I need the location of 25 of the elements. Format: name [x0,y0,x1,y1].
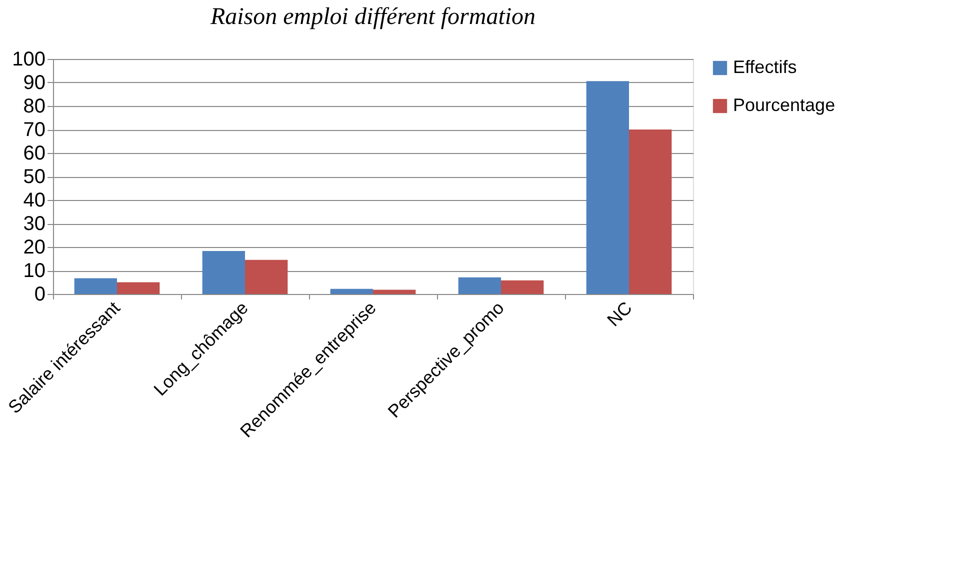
y-tick-label: 50 [23,166,46,188]
bar [586,81,629,294]
y-tick-label: 0 [34,284,46,306]
chart-title: Raison emploi différent formation [209,4,536,30]
x-tick-label: NC [603,298,636,330]
bar [74,278,117,294]
y-tick-label: 40 [23,190,46,212]
legend-label: Pourcentage [733,95,836,115]
bar [117,282,160,294]
y-tick-label: 10 [23,260,46,282]
legend-label: Effectifs [733,57,797,77]
y-tick-label: 100 [12,48,46,70]
bar [330,288,373,294]
bar [202,250,245,294]
y-tick-label: 90 [23,72,46,94]
bar [629,130,672,294]
y-tick-label: 60 [23,142,46,164]
y-tick-label: 20 [23,236,46,258]
bar [373,290,416,294]
y-tick-label: 70 [23,119,46,141]
bar [458,277,501,294]
y-tick-label: 80 [23,96,46,118]
bar [501,280,544,294]
bar [245,260,288,294]
y-tick-label: 30 [23,213,46,235]
